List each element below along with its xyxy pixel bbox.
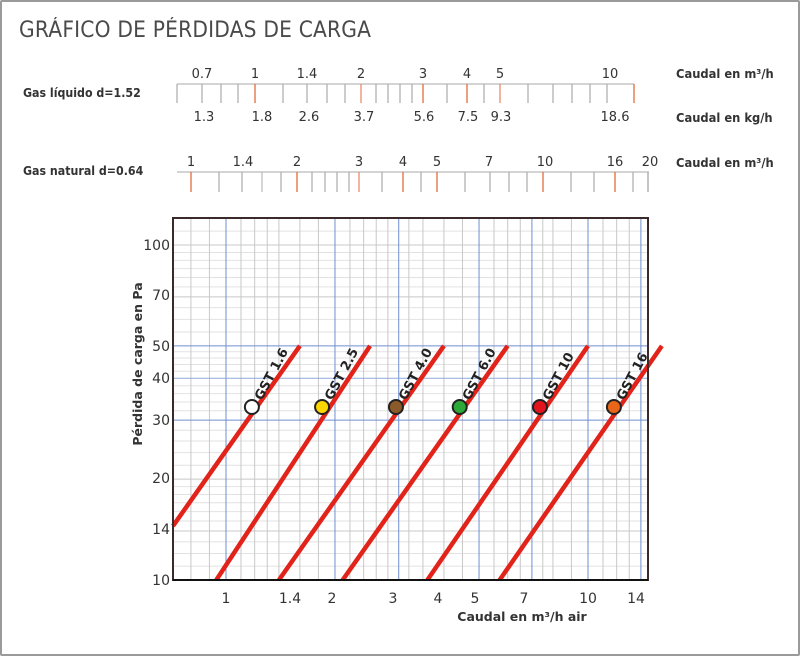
ng-tick: 10 xyxy=(537,155,554,170)
ng-tick: 20 xyxy=(642,155,659,170)
lpg-scale-label: Gas líquido d=1.52 xyxy=(23,86,141,100)
y-axis-ticks: 100 70 50 40 30 20 14 10 xyxy=(143,238,170,589)
ng-tick: 7 xyxy=(485,155,493,170)
ng-tick: 2 xyxy=(293,155,301,170)
x-axis-ticks: 1 1.4 2 3 4 5 7 10 14 xyxy=(222,591,645,607)
ng-tick: 5 xyxy=(433,155,441,170)
lpg-top-tick: 10 xyxy=(602,67,619,82)
series-line xyxy=(497,344,664,582)
natural-gas-unit: Caudal en m³/h xyxy=(676,155,774,170)
lpg-bottom-tick: 1.8 xyxy=(252,110,273,125)
series-line xyxy=(214,344,372,582)
y-tick: 14 xyxy=(152,522,170,538)
lpg-bottom-tick: 3.7 xyxy=(354,110,375,125)
x-tick: 7 xyxy=(520,591,529,607)
series-marker-icon xyxy=(387,399,404,415)
y-tick: 30 xyxy=(152,413,170,429)
lpg-top-tick: 2 xyxy=(357,67,365,82)
lpg-top-tick: 3 xyxy=(419,67,427,82)
series-marker-icon xyxy=(532,399,548,415)
series-line xyxy=(425,344,590,582)
x-axis-label: Caudal en m³/h air xyxy=(457,609,587,624)
series-line xyxy=(340,344,510,582)
x-tick: 3 xyxy=(389,591,398,607)
series-marker-icon xyxy=(605,399,622,415)
natural-gas-scale-label: Gas natural d=0.64 xyxy=(23,164,144,178)
lpg-top-tick: 1 xyxy=(251,67,259,82)
lpg-bottom-tick: 2.6 xyxy=(299,110,320,125)
x-tick: 1 xyxy=(222,591,231,607)
lpg-scale: 0.7 1 1.4 2 3 4 5 10 1.3 1.8 2.6 3.7 5.6… xyxy=(176,67,635,125)
ng-tick: 1 xyxy=(187,155,195,170)
lpg-top-unit: Caudal en m³/h xyxy=(676,66,774,81)
x-tick: 2 xyxy=(328,591,337,607)
series-line xyxy=(277,344,446,582)
plot-area: GST 1.6 GST 2.5 GST 4.0 GST 6.0 GST 10 GST 16 xyxy=(171,217,664,582)
lpg-bottom-tick: 1.3 xyxy=(194,110,215,125)
lpg-bottom-tick: 7.5 xyxy=(458,110,479,125)
lpg-top-tick: 4 xyxy=(463,67,471,82)
lpg-top-tick: 1.4 xyxy=(297,67,318,82)
lpg-top-tick: 0.7 xyxy=(192,67,213,82)
x-tick: 5 xyxy=(471,591,480,607)
lpg-bottom-tick: 9.3 xyxy=(491,110,512,125)
lpg-bottom-unit: Caudal en kg/h xyxy=(676,110,773,125)
y-tick: 50 xyxy=(152,339,170,355)
series-marker-icon xyxy=(451,399,468,415)
x-tick: 14 xyxy=(627,591,645,607)
natural-gas-scale: 1 1.4 2 3 4 5 7 10 16 20 xyxy=(177,155,658,192)
x-tick: 4 xyxy=(434,591,443,607)
y-tick: 40 xyxy=(152,371,170,387)
lpg-bottom-tick: 5.6 xyxy=(414,110,435,125)
ng-tick: 4 xyxy=(399,155,407,170)
lpg-bottom-tick: 18.6 xyxy=(601,110,630,125)
lpg-top-tick: 5 xyxy=(496,67,504,82)
y-tick: 70 xyxy=(152,288,170,304)
x-tick: 10 xyxy=(579,591,597,607)
page-title: GRÁFICO DE PÉRDIDAS DE CARGA xyxy=(19,18,372,43)
series-marker-icon xyxy=(243,399,260,415)
y-tick: 100 xyxy=(143,238,170,254)
ng-tick: 16 xyxy=(607,155,624,170)
series-marker-icon xyxy=(314,399,331,415)
y-axis-label: Pérdida de carga en Pa xyxy=(130,282,145,445)
ng-tick: 1.4 xyxy=(233,155,254,170)
series-line xyxy=(171,344,302,528)
y-tick: 20 xyxy=(152,471,170,487)
x-tick: 1.4 xyxy=(279,591,301,607)
ng-tick: 3 xyxy=(355,155,363,170)
y-tick: 10 xyxy=(152,573,170,589)
